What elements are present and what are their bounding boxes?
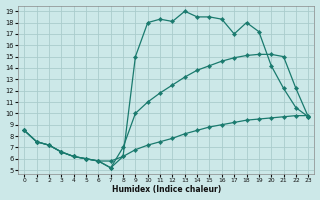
- X-axis label: Humidex (Indice chaleur): Humidex (Indice chaleur): [112, 185, 221, 194]
